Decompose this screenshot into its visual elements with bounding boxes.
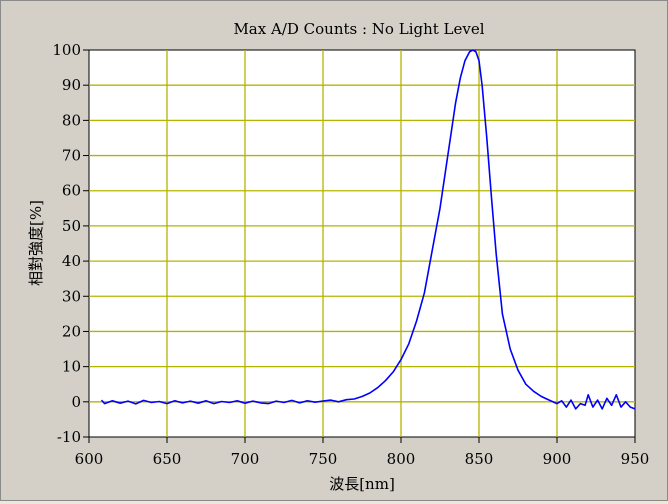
y-tick-label: 20 — [62, 322, 81, 340]
x-tick-label: 700 — [231, 450, 260, 468]
x-tick-label: 750 — [309, 450, 338, 468]
y-tick-label: 50 — [62, 217, 81, 235]
y-tick-label: 100 — [52, 41, 81, 59]
series-line — [100, 49, 636, 410]
x-axis-label: 波長[nm] — [329, 475, 395, 493]
y-axis-ticks: -10 0 10 20 30 40 50 60 70 80 90 100 — [52, 41, 89, 446]
y-tick-label: -10 — [57, 428, 81, 446]
y-tick-label: 10 — [62, 358, 81, 376]
x-tick-label: 800 — [387, 450, 416, 468]
y-tick-label: 70 — [62, 147, 81, 165]
x-tick-label: 950 — [621, 450, 650, 468]
y-tick-label: 80 — [62, 111, 81, 129]
y-tick-label: 0 — [71, 393, 81, 411]
y-tick-label: 40 — [62, 252, 81, 270]
y-tick-label: 60 — [62, 182, 81, 200]
x-axis-ticks: 600 650 700 750 800 850 900 950 — [75, 437, 650, 468]
y-tick-label: 90 — [62, 76, 81, 94]
plot-area — [88, 49, 636, 438]
y-tick-label: 30 — [62, 287, 81, 305]
x-tick-label: 650 — [153, 450, 182, 468]
x-tick-label: 900 — [543, 450, 572, 468]
chart-title: Max A/D Counts : No Light Level — [233, 20, 484, 38]
x-tick-label: 850 — [465, 450, 494, 468]
grid — [89, 50, 635, 437]
x-tick-label: 600 — [75, 450, 104, 468]
y-axis-label: 相對強度[%] — [27, 200, 45, 286]
